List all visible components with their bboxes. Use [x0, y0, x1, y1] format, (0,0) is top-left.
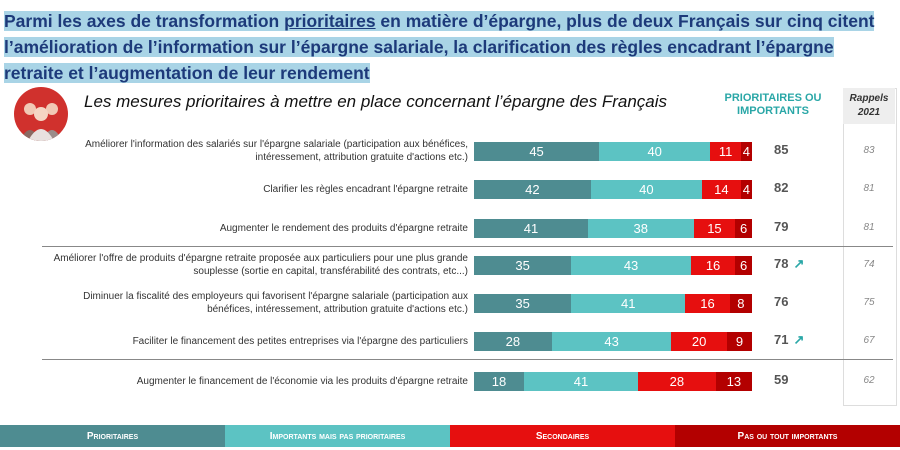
group-separator [42, 359, 893, 360]
stacked-bar: 45 40 11 4 [474, 142, 752, 161]
bar-segment-secondaires: 11 [710, 142, 741, 161]
category-label: Clarifier les règles encadrant l'épargne… [263, 183, 468, 195]
total-number: 85 [774, 142, 789, 157]
total-number: 82 [774, 180, 789, 195]
total-value: 76 [774, 294, 788, 309]
headline-underlined: prioritaires [284, 11, 376, 31]
rappels-label: Rappels [849, 93, 889, 104]
headline: Parmi les axes de transformation priorit… [4, 8, 884, 86]
bar-segment-prioritaires: 41 [474, 219, 588, 238]
bar-segment-prioritaires: 35 [474, 256, 572, 275]
category-label: Faciliter le financement des petites ent… [132, 335, 468, 347]
category-label: Augmenter le rendement des produits d'ép… [219, 222, 468, 234]
bar-segment-importants-mais-pas-prioritaires: 41 [571, 294, 686, 313]
stacked-bar: 18 41 28 13 [474, 372, 752, 391]
total-value: 79 [774, 219, 788, 234]
bar-segment-pas-ou-tout-importants: 8 [729, 294, 752, 313]
trend-up-arrow-icon: ↗ [793, 256, 805, 271]
rappels-year: 2021 [857, 107, 881, 118]
legend: Prioritaires Importants mais pas priorita… [0, 425, 900, 447]
bar-segment-prioritaires: 35 [474, 294, 572, 313]
column-header-rappels: Rappels 2021 [843, 88, 895, 124]
bar-segment-secondaires: 20 [671, 332, 727, 351]
stacked-bar: 41 38 15 6 [474, 219, 752, 238]
group-separator [42, 246, 893, 247]
legend-item: Pas ou tout importants [675, 425, 900, 447]
chart-title: Les mesures prioritaires à mettre en pla… [84, 92, 668, 111]
headline-text: Parmi les axes de transformation [4, 11, 285, 31]
stacked-bar: 28 43 20 9 [474, 332, 752, 351]
bar-segment-secondaires: 28 [638, 372, 716, 391]
bar-segment-importants-mais-pas-prioritaires: 41 [524, 372, 638, 391]
column-header-prioritaires-ou-importants: PRIORITAIRES OU IMPORTANTS [724, 92, 822, 117]
bar-segment-prioritaires: 42 [474, 180, 591, 199]
bar-segment-secondaires: 16 [685, 294, 730, 313]
category-label: Améliorer l'information des salariés sur… [85, 139, 468, 163]
bar-segment-pas-ou-tout-importants: 4 [740, 142, 752, 161]
bar-segment-importants-mais-pas-prioritaires: 43 [551, 332, 672, 351]
total-number: 59 [774, 372, 789, 387]
stacked-bar: 35 41 16 8 [474, 294, 752, 313]
category-label: Augmenter le financement de l'économie v… [136, 375, 468, 387]
legend-item: Prioritaires [0, 425, 225, 447]
rappel-2021-value: 62 [863, 375, 875, 386]
bar-segment-secondaires: 15 [693, 219, 736, 238]
rappel-2021-value: 67 [863, 335, 875, 346]
category-label: Améliorer l'offre de produits d'épargne … [53, 253, 468, 277]
bar-segment-pas-ou-tout-importants: 9 [726, 332, 752, 351]
legend-item: Importants mais pas prioritaires [225, 425, 450, 447]
total-value: 59 [774, 372, 788, 387]
rappel-2021-value: 83 [863, 145, 875, 156]
rappel-2021-value: 81 [863, 222, 875, 233]
bar-segment-prioritaires: 45 [474, 142, 600, 161]
people-icon [14, 87, 68, 141]
total-number: 76 [774, 294, 789, 309]
trend-up-arrow-icon: ↗ [793, 332, 805, 347]
bar-segment-pas-ou-tout-importants: 13 [715, 372, 752, 391]
bar-segment-importants-mais-pas-prioritaires: 43 [571, 256, 691, 275]
total-value: 78 ↗ [774, 256, 804, 272]
rappel-2021-value: 74 [863, 259, 875, 270]
total-number: 78 [774, 256, 789, 271]
headline-text-2: en matière d’épargne, plus de deux Franç… [4, 11, 875, 83]
bar-segment-importants-mais-pas-prioritaires: 38 [587, 219, 694, 238]
rappel-2021-value: 81 [863, 183, 875, 194]
bar-segment-secondaires: 16 [690, 256, 736, 275]
bar-segment-secondaires: 14 [701, 180, 741, 199]
total-value: 82 [774, 180, 788, 195]
total-number: 71 [774, 332, 789, 347]
stacked-bar: 42 40 14 4 [474, 180, 752, 199]
rappel-2021-value: 75 [863, 297, 875, 308]
stacked-bar: 35 43 16 6 [474, 256, 752, 275]
bar-segment-pas-ou-tout-importants: 6 [735, 219, 752, 238]
category-label: Diminuer la fiscalité des employeurs qui… [83, 291, 468, 315]
bar-segment-prioritaires: 18 [474, 372, 525, 391]
legend-item: Secondaires [450, 425, 675, 447]
bar-segment-prioritaires: 28 [474, 332, 552, 351]
total-value: 85 [774, 142, 788, 157]
total-value: 71 ↗ [774, 332, 804, 348]
bar-segment-importants-mais-pas-prioritaires: 40 [599, 142, 711, 161]
bar-segment-pas-ou-tout-importants: 4 [740, 180, 752, 199]
total-number: 79 [774, 219, 789, 234]
bar-segment-importants-mais-pas-prioritaires: 40 [590, 180, 702, 199]
bar-segment-pas-ou-tout-importants: 6 [735, 256, 752, 275]
